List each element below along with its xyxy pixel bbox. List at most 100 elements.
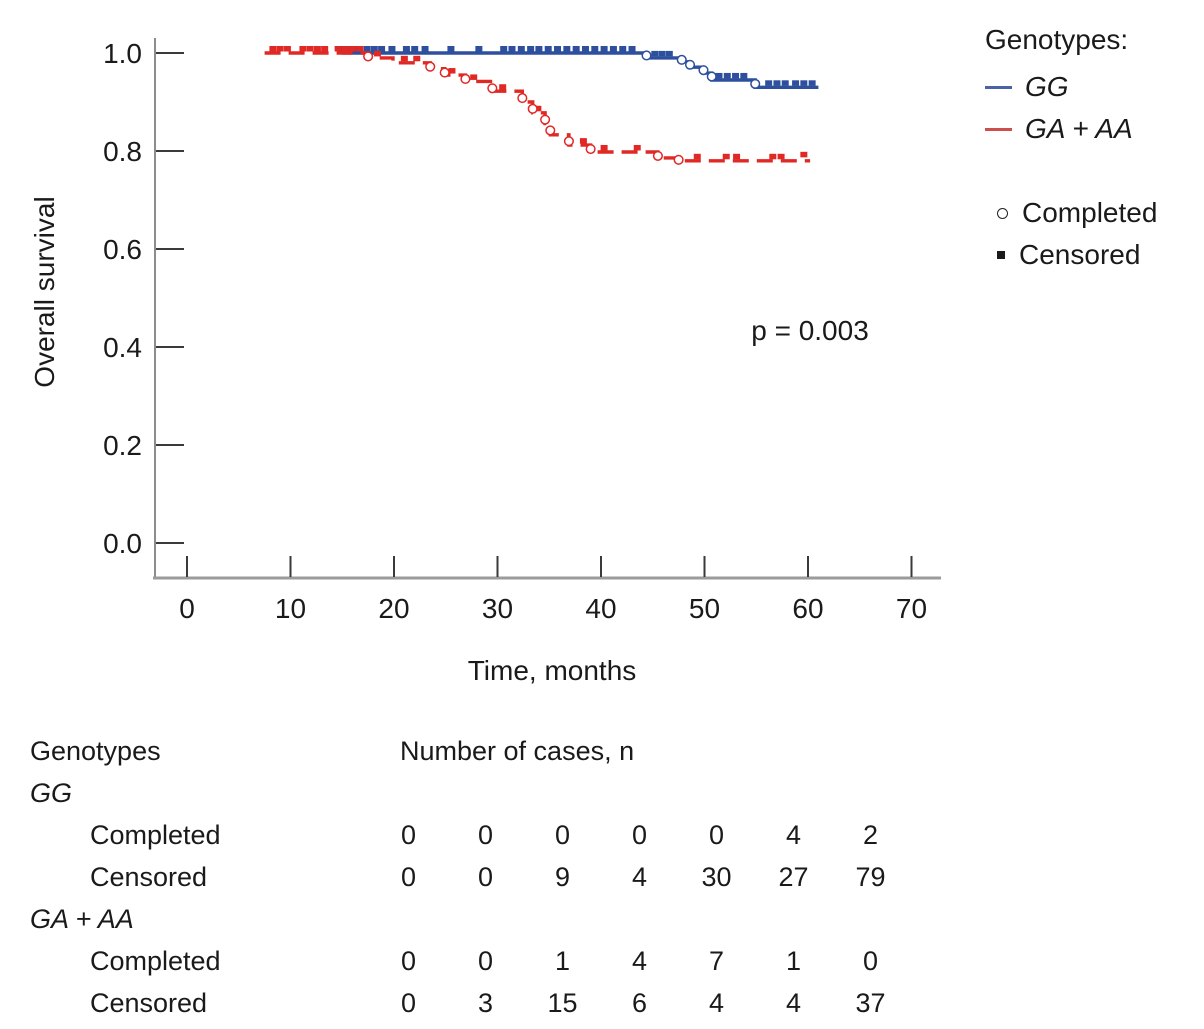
censored-marker bbox=[517, 46, 525, 52]
censored-marker bbox=[765, 80, 773, 86]
table-cell: 0 bbox=[477, 819, 494, 850]
censored-marker bbox=[500, 46, 508, 52]
legend-item-gg: GG bbox=[985, 66, 1133, 108]
completed-marker bbox=[545, 125, 556, 136]
table-cell: 2 bbox=[862, 819, 879, 850]
x-axis-title: Time, months bbox=[467, 655, 637, 686]
table-cell: 7 bbox=[708, 945, 725, 976]
legend-label-completed: Completed bbox=[1022, 197, 1158, 228]
legend-title: Genotypes: bbox=[985, 24, 1129, 55]
x-tick-label: 40 bbox=[585, 593, 616, 624]
completed-marker bbox=[585, 143, 596, 155]
legend-label-ga-aa: GA + AA bbox=[1025, 113, 1133, 144]
censored-marker bbox=[402, 46, 410, 52]
table-cell: 0 bbox=[554, 819, 571, 850]
table-header-genotypes: Genotypes bbox=[30, 735, 161, 766]
censored-marker bbox=[334, 46, 342, 52]
legend-item-ga-aa: GA + AA bbox=[985, 108, 1133, 150]
censored-marker bbox=[341, 46, 349, 52]
table-cell: 27 bbox=[778, 861, 809, 892]
censored-marker bbox=[370, 46, 378, 52]
completed-marker bbox=[563, 136, 574, 147]
completed-marker bbox=[706, 71, 717, 82]
censored-marker bbox=[723, 72, 731, 79]
censored-marker bbox=[773, 80, 781, 86]
censored-marker bbox=[499, 84, 507, 90]
censored-marker bbox=[535, 46, 543, 52]
censored-marker bbox=[321, 46, 329, 52]
censored-marker bbox=[475, 46, 483, 52]
completed-marker bbox=[527, 103, 538, 114]
censored-marker bbox=[388, 46, 396, 52]
x-tick-label: 60 bbox=[792, 593, 823, 624]
table-row: Genotypes Number of cases, n bbox=[30, 730, 909, 772]
table-row: Censored 0 3 15 6 4 4 37 bbox=[30, 982, 909, 1024]
censored-marker bbox=[579, 138, 587, 144]
censored-marker bbox=[600, 46, 608, 52]
table-row: Completed 0 0 1 4 7 1 0 bbox=[30, 940, 909, 982]
censored-marker bbox=[448, 68, 456, 74]
table-row-label: Censored bbox=[90, 861, 208, 892]
number-of-cases-table: Genotypes Number of cases, n GG Completed 0 0… bbox=[30, 730, 909, 1024]
completed-marker bbox=[750, 78, 761, 89]
censored-marker bbox=[447, 46, 455, 52]
completed-marker bbox=[652, 150, 663, 161]
table-row: GG bbox=[30, 772, 909, 814]
table-cell: 0 bbox=[477, 861, 494, 892]
completed-marker bbox=[698, 65, 709, 76]
table-cell: 4 bbox=[785, 819, 802, 850]
completed-marker bbox=[540, 114, 551, 125]
censored-marker bbox=[373, 50, 381, 57]
table-cell: 9 bbox=[554, 861, 571, 892]
censored-marker bbox=[411, 46, 419, 52]
table-cell: 0 bbox=[400, 861, 417, 892]
censored-marker bbox=[508, 46, 516, 52]
table-cell: 4 bbox=[708, 987, 725, 1018]
x-tick-label: 50 bbox=[689, 593, 720, 624]
x-tick-label: 10 bbox=[275, 593, 306, 624]
table-cell: 4 bbox=[631, 945, 648, 976]
censored-marker bbox=[722, 153, 730, 160]
completed-marker bbox=[684, 59, 696, 70]
table-cell: 0 bbox=[631, 819, 648, 850]
censored-marker bbox=[527, 46, 535, 52]
censored-marker bbox=[628, 46, 636, 52]
censored-marker bbox=[633, 144, 641, 151]
censored-marker bbox=[544, 46, 552, 52]
table-row-label: Censored bbox=[90, 987, 208, 1018]
censored-marker bbox=[356, 46, 364, 52]
table-cell: 0 bbox=[400, 819, 417, 850]
censored-marker bbox=[306, 46, 314, 52]
legend-item-completed: Completed bbox=[997, 192, 1157, 234]
y-tick-label: 0.8 bbox=[103, 136, 142, 167]
censored-marker bbox=[421, 46, 429, 52]
y-tick-label: 0.0 bbox=[103, 528, 142, 559]
completed-marker bbox=[363, 51, 374, 62]
completed-marker bbox=[460, 73, 471, 85]
table-header-number-of-cases: Number of cases, n bbox=[400, 735, 635, 766]
censored-marker bbox=[693, 153, 701, 160]
censored-marker bbox=[363, 46, 371, 52]
censored-marker bbox=[413, 55, 421, 62]
genotype-legend: Genotypes: GG GA + AA bbox=[985, 24, 1133, 150]
censored-marker bbox=[534, 105, 542, 112]
censored-marker bbox=[276, 46, 284, 52]
censored-marker bbox=[800, 151, 808, 158]
censored-marker bbox=[740, 72, 748, 79]
x-tick-label: 20 bbox=[378, 593, 409, 624]
table-group-label: GG bbox=[30, 777, 73, 808]
x-tick-label: 0 bbox=[179, 593, 195, 624]
censored-marker bbox=[658, 50, 666, 57]
censored-marker bbox=[732, 72, 740, 79]
p-value-annotation: p = 0.003 bbox=[751, 315, 869, 346]
survival-plot-canvas: 0.0 0.2 0.4 0.6 0.8 1.0 0 10 20 30 40 50 60 70 bbox=[103, 38, 941, 624]
censored-marker bbox=[283, 46, 291, 52]
curve-gg bbox=[342, 51, 819, 89]
censored-marker bbox=[769, 153, 777, 160]
censored-marker bbox=[800, 80, 808, 86]
censored-marker bbox=[591, 46, 599, 52]
completed-marker bbox=[487, 83, 498, 94]
x-tick-label: 70 bbox=[896, 593, 927, 624]
completed-marker bbox=[425, 61, 436, 72]
